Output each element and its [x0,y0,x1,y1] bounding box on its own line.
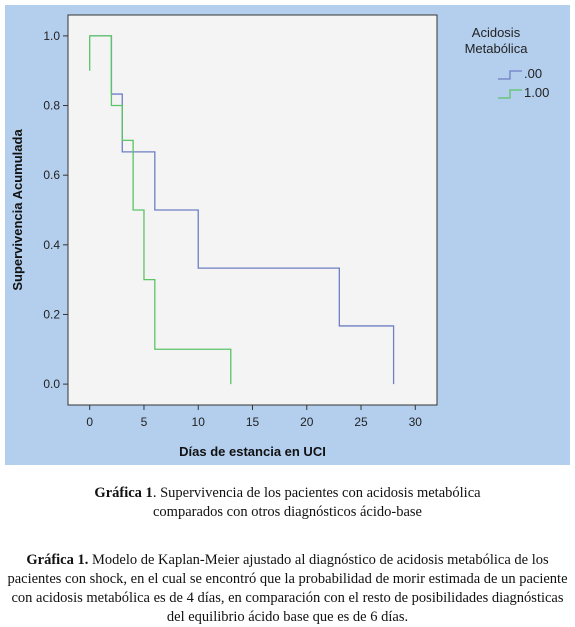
figure-caption-text-1: . Supervivencia de los pacientes con aci… [152,485,481,501]
x-tick-label: 20 [300,415,314,429]
y-tick-label: 0.8 [43,99,60,113]
km-chart: 0.0 0.2 0.4 0.6 0.8 1.0 0 5 10 15 20 25 30 Días de es… [5,5,570,465]
x-tick-label: 30 [409,415,423,429]
legend-title-line2: Metabólica [465,41,529,56]
x-tick-label: 15 [246,415,260,429]
x-axis-label: Días de estancia en UCI [179,444,326,459]
series-line-acidosis-100 [89,35,232,385]
legend-swatch [498,70,522,80]
y-axis-label: Supervivencia Acumulada [10,129,25,291]
y-tick-label: 0.2 [43,307,60,321]
x-tick-label: 25 [354,415,368,429]
x-tick-label: 0 [86,415,93,429]
figure-caption-label: Gráfica 1 [94,485,153,501]
x-tick-label: 10 [192,415,206,429]
legend-label: 1.00 [524,85,549,100]
y-tick-label: 0.6 [43,168,60,182]
figure-caption: Gráfica 1. Supervivencia de los paciente… [0,484,575,522]
y-tick-label: 1.0 [43,29,60,43]
figure-note-label: Gráfica 1. [26,552,89,568]
legend-swatch [498,89,522,99]
figure-caption-text-2: comparados con otros diagnósticos ácido-… [153,504,422,520]
legend-title-line1: Acidosis [472,25,521,40]
y-tick-label: 0.0 [43,377,60,391]
y-tick-label: 0.4 [43,238,60,252]
figure-note-text: Modelo de Kaplan-Meier ajustado al diagn… [7,552,568,625]
legend-label: .00 [524,66,542,81]
x-tick-label: 5 [141,415,148,429]
figure-note: Gráfica 1. Modelo de Kaplan-Meier ajusta… [6,551,569,627]
plot-area [67,14,438,406]
